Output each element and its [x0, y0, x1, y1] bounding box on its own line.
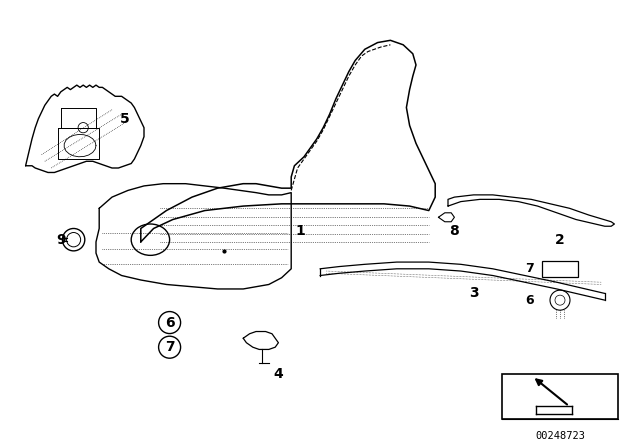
- Text: 7: 7: [525, 262, 534, 276]
- Text: 8: 8: [449, 224, 460, 238]
- Text: 3: 3: [468, 286, 479, 301]
- Bar: [502, 374, 618, 419]
- Text: 2: 2: [555, 233, 565, 247]
- Text: 4: 4: [273, 367, 284, 381]
- Text: 00248723: 00248723: [535, 431, 585, 441]
- Text: 6: 6: [525, 293, 534, 307]
- Text: 5: 5: [120, 112, 130, 126]
- Text: 6: 6: [164, 315, 175, 330]
- Text: 1: 1: [296, 224, 306, 238]
- Text: 9: 9: [56, 233, 66, 247]
- Text: 7: 7: [164, 340, 175, 354]
